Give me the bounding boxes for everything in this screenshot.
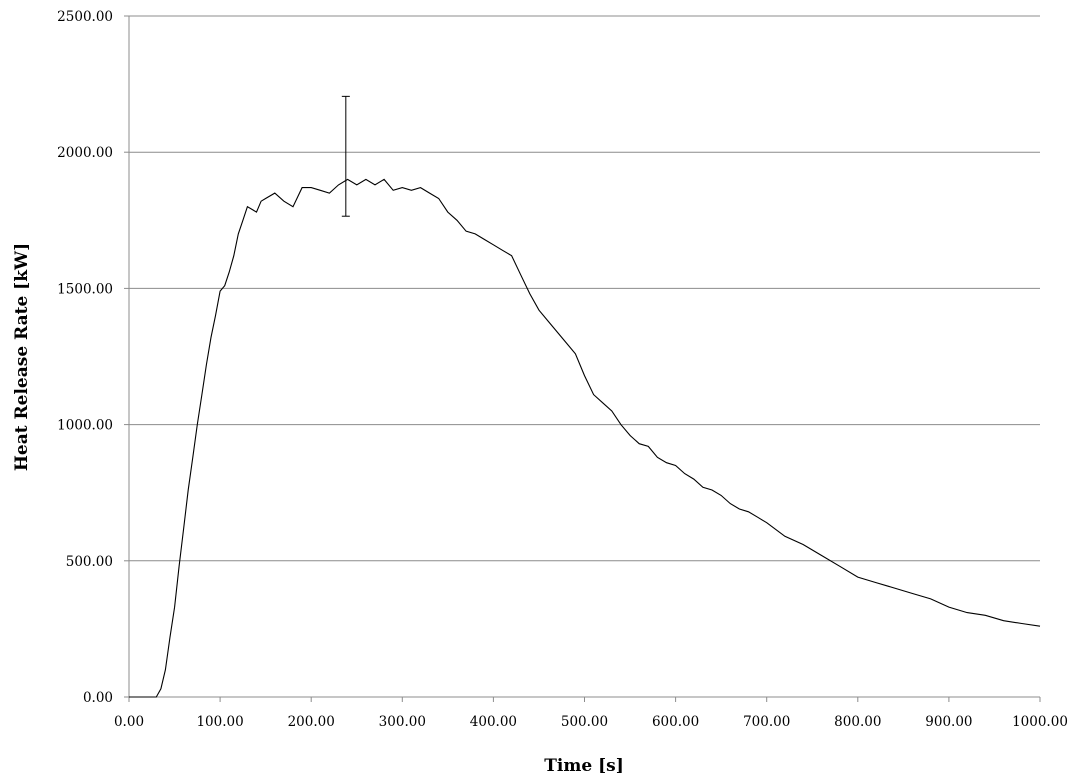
y-tick-label: 500.00 (66, 554, 113, 570)
y-tick-label: 1000.00 (57, 418, 113, 434)
data-series-line (129, 178, 1041, 698)
y-tick-labels: 0.00 500.00 1000.00 1500.00 2000.00 2500.00 (57, 9, 113, 706)
x-tick-label: 100.00 (196, 714, 243, 730)
axes (124, 15, 1041, 702)
x-tick-label: 1000.00 (1012, 714, 1068, 730)
x-tick-label: 200.00 (288, 714, 335, 730)
x-tick-label: 700.00 (743, 714, 790, 730)
x-tick-label: 500.00 (561, 714, 608, 730)
y-axis-title: Heat Release Rate [kW] (12, 243, 32, 471)
x-tick-labels: 0.00 100.00 200.00 300.00 400.00 500.00 600.00… (114, 714, 1068, 730)
y-tick-label: 2000.00 (57, 145, 113, 161)
x-tick-label: 0.00 (114, 714, 144, 730)
y-tick-label: 1500.00 (57, 281, 113, 297)
error-bar-layer (341, 95, 350, 217)
x-tick-label: 800.00 (834, 714, 881, 730)
x-tick-label: 400.00 (470, 714, 517, 730)
x-axis-title: Time [s] (544, 756, 624, 776)
grid-lines (129, 15, 1040, 562)
y-tick-label: 0.00 (83, 690, 113, 706)
y-tick-label: 2500.00 (57, 9, 113, 25)
x-tick-label: 600.00 (652, 714, 699, 730)
x-tick-label: 900.00 (925, 714, 972, 730)
series-layer (129, 178, 1041, 698)
x-tick-label: 300.00 (379, 714, 426, 730)
